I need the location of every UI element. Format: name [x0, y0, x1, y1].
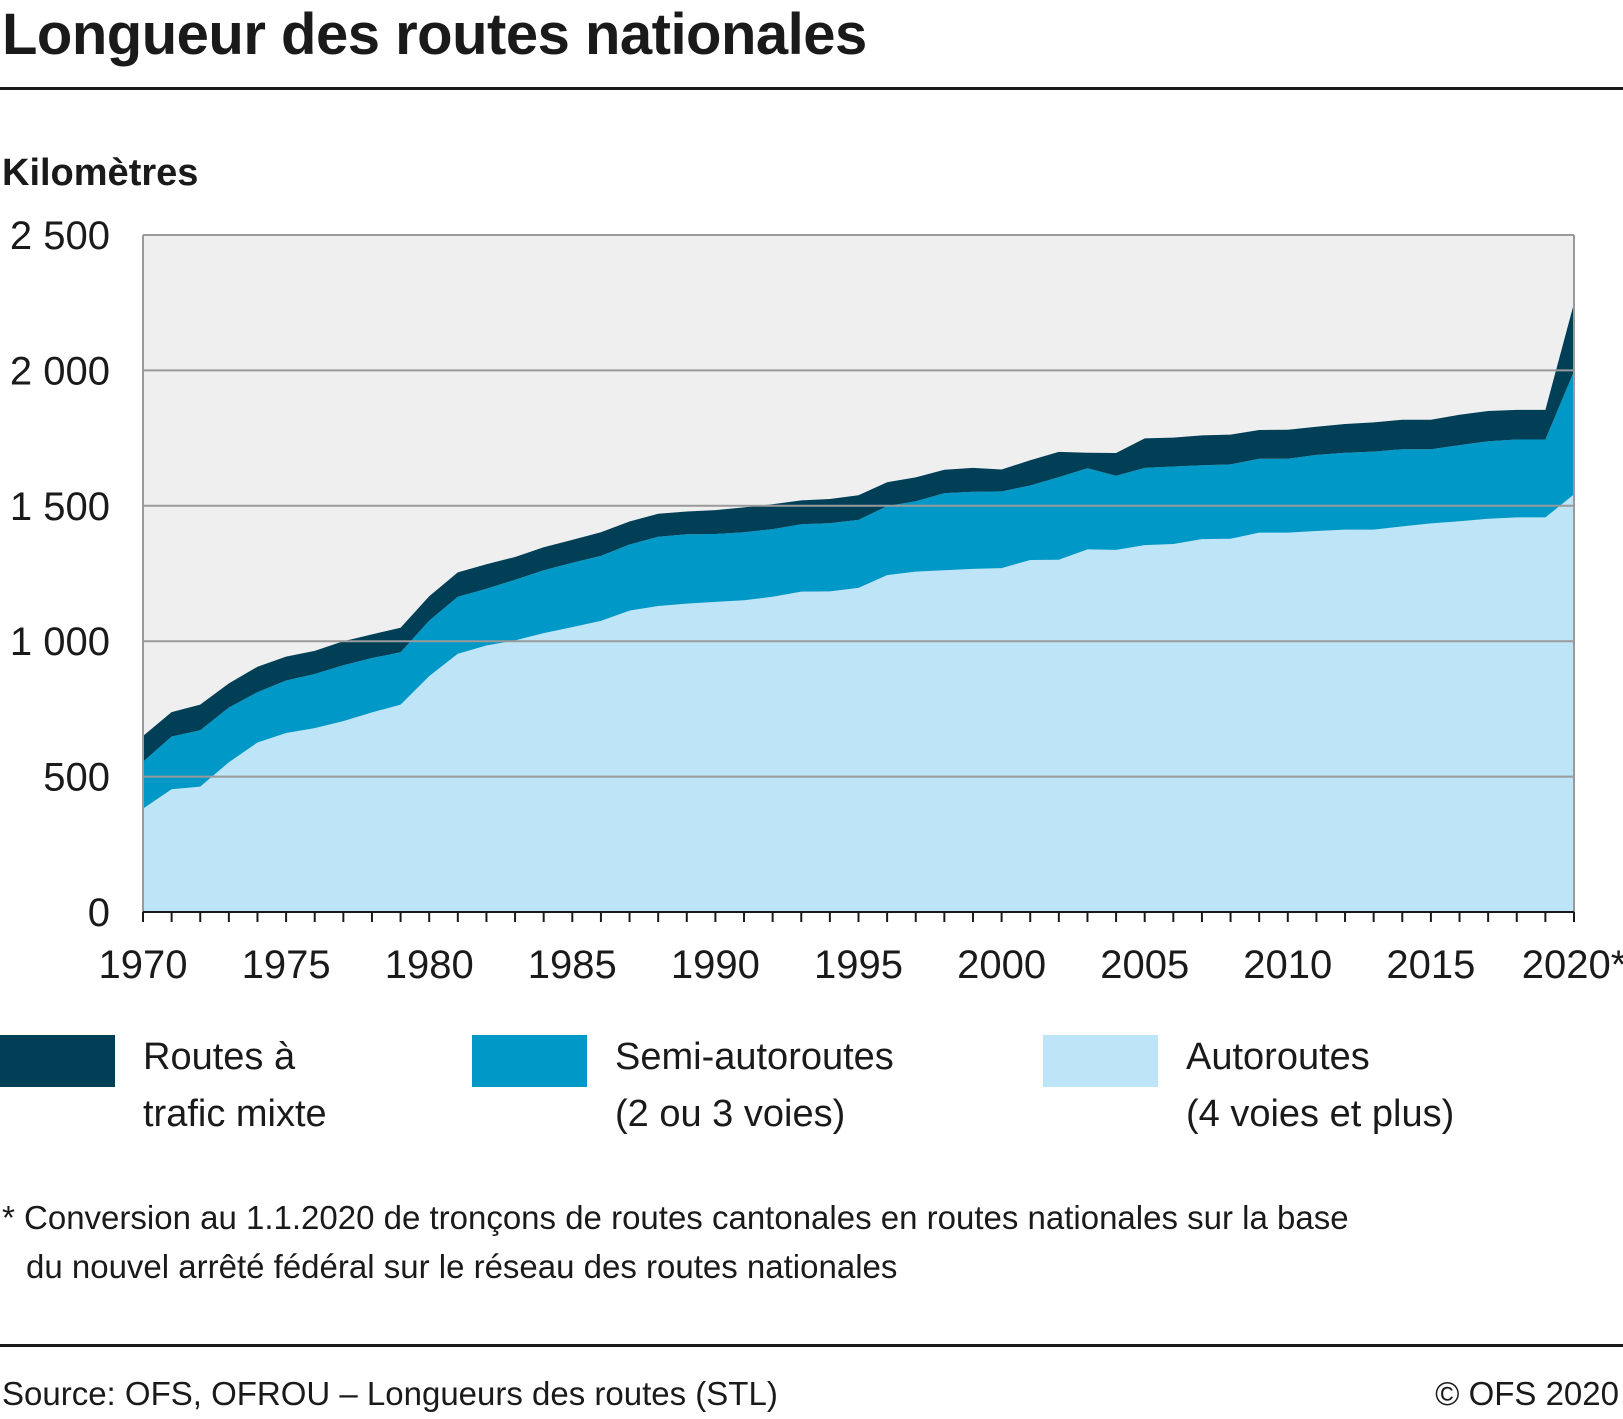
x-tick-label: 2000	[957, 943, 1046, 980]
legend-swatch-motorways	[1043, 1035, 1158, 1087]
chart-area: 0 500 1 000 1 500 2 000 2 500 1970 1975 1980 1985…	[10, 214, 1623, 980]
y-tick-label: 1 500	[10, 485, 110, 529]
x-tick-label: 1985	[528, 943, 617, 980]
legend-swatch-mixed-traffic	[0, 1035, 115, 1087]
x-tick-label: 1975	[242, 943, 331, 980]
y-tick-label: 0	[88, 891, 110, 935]
x-tick-label: 1970	[99, 943, 188, 980]
y-tick-label: 2 000	[10, 349, 110, 393]
legend-label-mixed-traffic: Routes à trafic mixte	[143, 1036, 327, 1135]
area-series-0	[143, 494, 1574, 912]
legend-label-motorways: Autoroutes (4 voies et plus)	[1186, 1036, 1455, 1135]
x-tick-label: 2010	[1243, 943, 1332, 980]
x-tick-label: 2020*	[1522, 943, 1623, 980]
source-note: Source: OFS, OFROU – Longueurs des route…	[2, 1375, 778, 1412]
copyright-note: © OFS 2020	[1435, 1375, 1619, 1412]
y-tick-label: 1 000	[10, 620, 110, 664]
y-axis-unit-label: Kilomètres	[2, 152, 199, 194]
x-tick-label: 1990	[671, 943, 760, 980]
y-tick-label: 2 500	[10, 214, 110, 258]
bottom-rule	[0, 1344, 1623, 1347]
area-series-1	[143, 371, 1574, 809]
chart-title: Longueur des routes nationales	[2, 2, 867, 67]
legend-swatch-semi-motorways	[472, 1035, 587, 1087]
x-tick-label: 1980	[385, 943, 474, 980]
x-tick-label: 2015	[1386, 943, 1475, 980]
footnote: * Conversion au 1.1.2020 de tronçons de …	[2, 1199, 1349, 1285]
x-tick-label: 2005	[1100, 943, 1189, 980]
x-tick-label: 1995	[814, 943, 903, 980]
y-tick-label: 500	[43, 756, 110, 800]
legend-label-semi-motorways: Semi-autoroutes (2 ou 3 voies)	[615, 1036, 894, 1135]
top-rule	[0, 87, 1623, 90]
